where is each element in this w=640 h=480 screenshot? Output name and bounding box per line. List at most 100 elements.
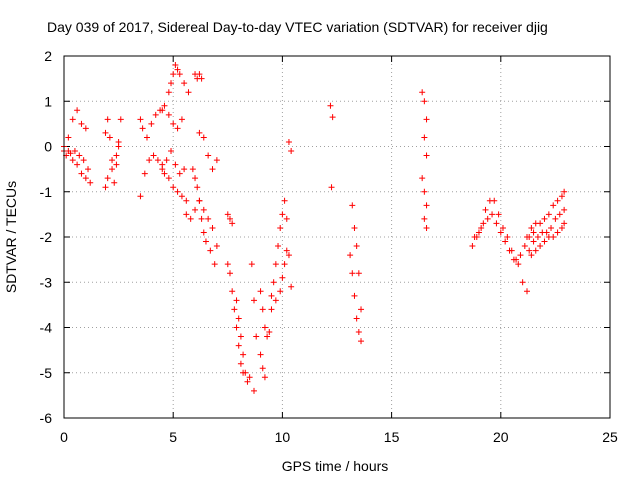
data-point [530,238,537,245]
data-point [163,157,170,164]
data-point [154,157,161,164]
x-axis-label: GPS time / hours [282,458,389,474]
data-point [537,243,544,250]
data-point [209,224,216,231]
data-point [515,261,522,268]
data-point [285,252,292,259]
data-point [351,224,358,231]
data-point [545,211,552,218]
data-point [209,166,216,173]
x-tick-label: 0 [60,429,68,445]
data-point [200,206,207,213]
data-point [176,170,183,177]
data-point [76,152,83,159]
data-point [85,166,92,173]
data-point [78,170,85,177]
data-point [558,224,565,231]
data-point [172,161,179,168]
data-point [170,120,177,127]
data-point [270,279,277,286]
data-point [137,116,144,123]
data-point [113,161,120,168]
data-point [283,215,290,222]
data-point [139,125,146,132]
data-point [541,238,548,245]
data-point [213,243,220,250]
data-point [537,220,544,227]
data-point [561,188,568,195]
data-point [248,261,255,268]
data-point [211,261,218,268]
data-point [150,152,157,159]
data-point [251,387,258,394]
chart-title: Day 039 of 2017, Sidereal Day-to-day VTE… [47,19,548,35]
data-point [233,324,240,331]
x-tick-label: 10 [275,429,291,445]
data-point [521,243,528,250]
data-point [534,234,541,240]
y-tick-label: 1 [44,93,52,109]
y-tick-label: -1 [40,184,53,200]
data-point [200,134,207,141]
data-point [423,152,430,159]
data-point [328,184,335,191]
data-point [181,166,188,173]
data-point [421,215,428,222]
data-point [489,211,496,218]
data-point [111,179,118,186]
data-point [355,329,362,336]
data-point [115,143,122,150]
data-point [355,270,362,277]
x-tick-label: 25 [602,429,618,445]
data-point [213,157,220,164]
data-point [554,197,561,204]
data-point [548,224,555,231]
data-point [235,315,242,322]
data-point [471,234,478,240]
y-tick-label: 2 [44,48,52,64]
data-point [528,252,535,259]
data-point [423,202,430,209]
data-point [82,175,89,182]
data-point [279,274,286,281]
data-point [196,71,203,78]
data-point [183,197,190,204]
data-point [187,215,194,222]
data-point [259,306,266,313]
data-point [251,297,258,304]
data-point [87,179,94,186]
y-tick-label: -4 [40,320,53,336]
y-tick-label: -6 [40,410,53,426]
data-point [198,215,205,222]
data-point [106,134,113,141]
data-point [499,224,506,231]
data-point [102,129,109,136]
grid-layer [64,56,610,418]
data-point [231,306,238,313]
y-tick-label: -5 [40,365,53,381]
data-point [358,338,365,345]
data-point [423,224,430,231]
data-point [257,288,264,295]
data-point [233,297,240,304]
data-point [493,220,500,227]
data-point [192,175,199,182]
data-point [268,292,275,299]
data-point [475,229,482,236]
data-point [67,150,74,157]
data-point [143,134,150,141]
data-point [200,229,207,236]
data-point [178,193,185,200]
data-point [253,333,260,340]
data-point [235,342,242,349]
data-point [504,234,511,240]
data-point [550,202,557,209]
data-point [561,206,568,213]
data-point [229,288,236,295]
data-point [161,170,168,177]
data-point [104,116,111,123]
data-point [480,220,487,227]
data-point [506,247,513,254]
data-point [74,161,81,168]
x-tick-label: 15 [384,429,400,445]
